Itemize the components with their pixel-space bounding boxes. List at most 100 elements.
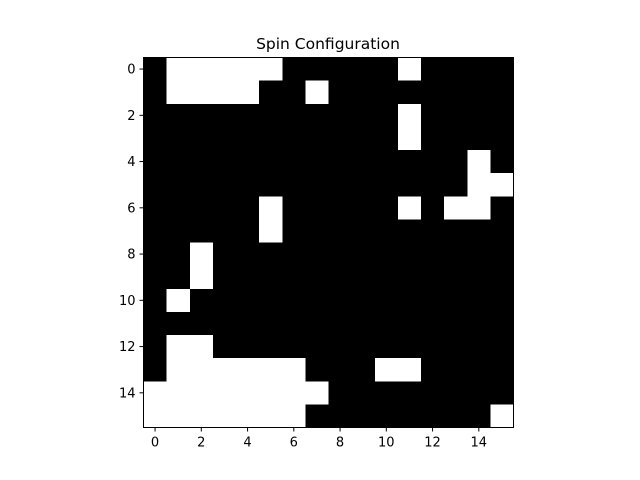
heatmap-cell (305, 288, 329, 313)
heatmap-cell (397, 381, 422, 405)
heatmap-cell (374, 335, 399, 359)
heatmap-cell (305, 358, 329, 382)
heatmap-cell (282, 173, 306, 197)
heatmap-cell (444, 335, 468, 359)
heatmap-cell (328, 381, 352, 405)
y-tick-label: 10 (119, 294, 136, 309)
heatmap-cell (351, 311, 376, 336)
heatmap-cell (305, 404, 329, 428)
heatmap-cell (421, 335, 445, 359)
heatmap-cell (328, 173, 352, 197)
heatmap-cell (212, 57, 237, 81)
heatmap-cell (467, 173, 491, 197)
heatmap-cell (259, 80, 283, 105)
heatmap-cell (259, 404, 283, 428)
heatmap-cell (236, 173, 260, 197)
heatmap-cell (328, 404, 352, 428)
heatmap-cell (467, 219, 491, 243)
heatmap-cell (305, 126, 329, 151)
heatmap-cell (467, 150, 491, 174)
heatmap-cell (328, 150, 352, 174)
x-tick-label: 14 (471, 436, 488, 451)
heatmap-cell (374, 219, 399, 243)
heatmap-cell (166, 196, 191, 220)
heatmap-cell (467, 288, 491, 313)
heatmap-cell (189, 126, 214, 151)
heatmap-cell (166, 288, 191, 313)
heatmap-cell (189, 404, 214, 428)
heatmap-cells (143, 57, 514, 428)
heatmap-cell (259, 242, 283, 266)
heatmap-cell (397, 126, 422, 151)
heatmap-cell (467, 242, 491, 266)
heatmap-cell (282, 80, 306, 105)
heatmap-cell (490, 196, 514, 220)
heatmap-cell (421, 103, 445, 128)
heatmap-cell (490, 242, 514, 266)
x-tick-label: 6 (290, 436, 298, 451)
heatmap-cell (189, 196, 214, 220)
heatmap-cell (490, 335, 514, 359)
heatmap-cell (189, 57, 214, 81)
heatmap-cell (351, 80, 376, 105)
heatmap-cell (259, 173, 283, 197)
heatmap-cell (305, 265, 329, 290)
heatmap-cell (166, 335, 191, 359)
heatmap-cell (166, 219, 191, 243)
x-tick-label: 2 (197, 436, 205, 451)
heatmap-cell (421, 358, 445, 382)
heatmap-cell (351, 219, 376, 243)
heatmap-cell (143, 173, 167, 197)
y-tick-label: 0 (127, 63, 135, 78)
heatmap-cell (351, 196, 376, 220)
heatmap-cell (444, 242, 468, 266)
heatmap-cell (305, 57, 329, 81)
heatmap-cell (351, 265, 376, 290)
heatmap-cell (328, 242, 352, 266)
heatmap-cell (305, 335, 329, 359)
heatmap-cell (236, 242, 260, 266)
heatmap-cell (444, 196, 468, 220)
heatmap-cell (351, 103, 376, 128)
heatmap-cell (166, 173, 191, 197)
heatmap-cell (143, 311, 167, 336)
heatmap-cell (143, 219, 167, 243)
heatmap-cell (444, 404, 468, 428)
heatmap-cell (259, 288, 283, 313)
heatmap-cell (189, 150, 214, 174)
heatmap-cell (374, 126, 399, 151)
heatmap-cell (143, 196, 167, 220)
heatmap-cell (236, 358, 260, 382)
heatmap-cell (282, 288, 306, 313)
heatmap-cell (467, 404, 491, 428)
heatmap-cell (236, 196, 260, 220)
heatmap-cell (467, 126, 491, 151)
heatmap-cell (328, 311, 352, 336)
heatmap-cell (259, 219, 283, 243)
heatmap-cell (212, 381, 237, 405)
heatmap-cell (189, 80, 214, 105)
heatmap-cell (421, 126, 445, 151)
heatmap-cell (421, 57, 445, 81)
heatmap-cell (282, 57, 306, 81)
heatmap-cell (421, 150, 445, 174)
heatmap-cell (490, 173, 514, 197)
heatmap-cell (328, 335, 352, 359)
heatmap-cell (444, 358, 468, 382)
heatmap-cell (282, 219, 306, 243)
heatmap-cell (351, 335, 376, 359)
heatmap-cell (490, 265, 514, 290)
heatmap-cell (143, 335, 167, 359)
heatmap-cell (444, 265, 468, 290)
heatmap-cell (259, 103, 283, 128)
heatmap-cell (166, 311, 191, 336)
heatmap-cell (236, 311, 260, 336)
chart-title: Spin Configuration (256, 35, 400, 53)
heatmap-cell (467, 103, 491, 128)
heatmap-cell (421, 196, 445, 220)
heatmap-cell (490, 219, 514, 243)
heatmap-cell (397, 150, 422, 174)
heatmap-cell (397, 265, 422, 290)
heatmap-cell (236, 126, 260, 151)
heatmap-cell (444, 103, 468, 128)
